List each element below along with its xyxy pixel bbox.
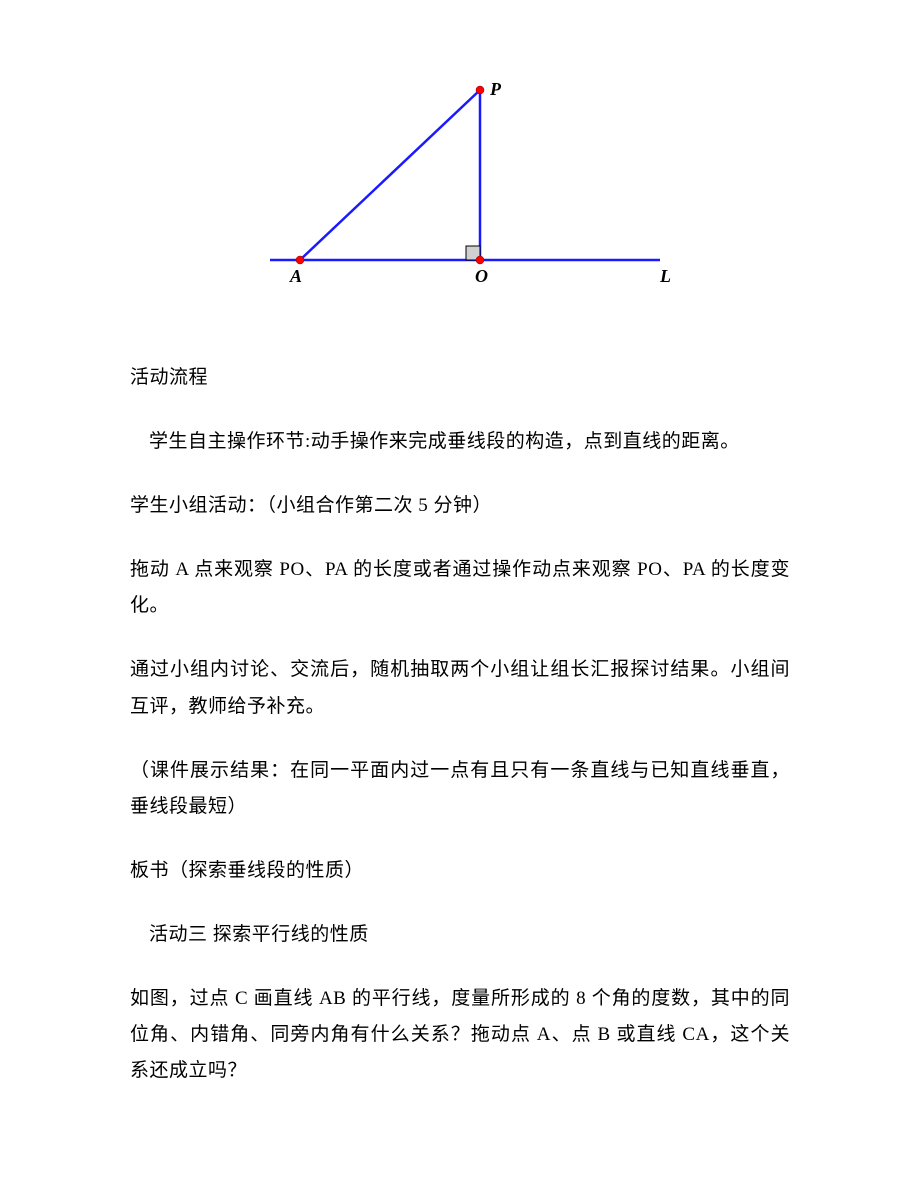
paragraph-drag-observe: 拖动 A 点来观察 PO、PA 的长度或者通过操作动点来观察 PO、PA 的长度… [130,552,790,624]
paragraph-activity-three: 活动三 探索平行线的性质 [130,917,790,953]
paragraph-parallel-lines: 如图，过点 C 画直线 AB 的平行线，度量所形成的 8 个角的度数，其中的同位… [130,981,790,1089]
svg-text:L: L [659,266,671,286]
paragraph-group-activity: 学生小组活动：（小组合作第二次 5 分钟） [130,488,790,524]
paragraph-student-operation: 学生自主操作环节:动手操作来完成垂线段的构造，点到直线的距离。 [130,424,790,460]
svg-text:O: O [475,266,488,286]
paragraph-discussion: 通过小组内讨论、交流后，随机抽取两个小组让组长汇报探讨结果。小组间互评，教师给予… [130,652,790,724]
geometry-diagram: A O P L [130,70,790,310]
paragraph-courseware-result: （课件展示结果：在同一平面内过一点有且只有一条直线与已知直线垂直，垂线段最短） [130,753,790,825]
svg-text:P: P [489,79,502,99]
svg-text:A: A [289,266,302,286]
paragraph-activity-flow: 活动流程 [130,360,790,396]
paragraph-blackboard: 板书（探索垂线段的性质） [130,853,790,889]
triangle-diagram-svg: A O P L [240,70,680,310]
